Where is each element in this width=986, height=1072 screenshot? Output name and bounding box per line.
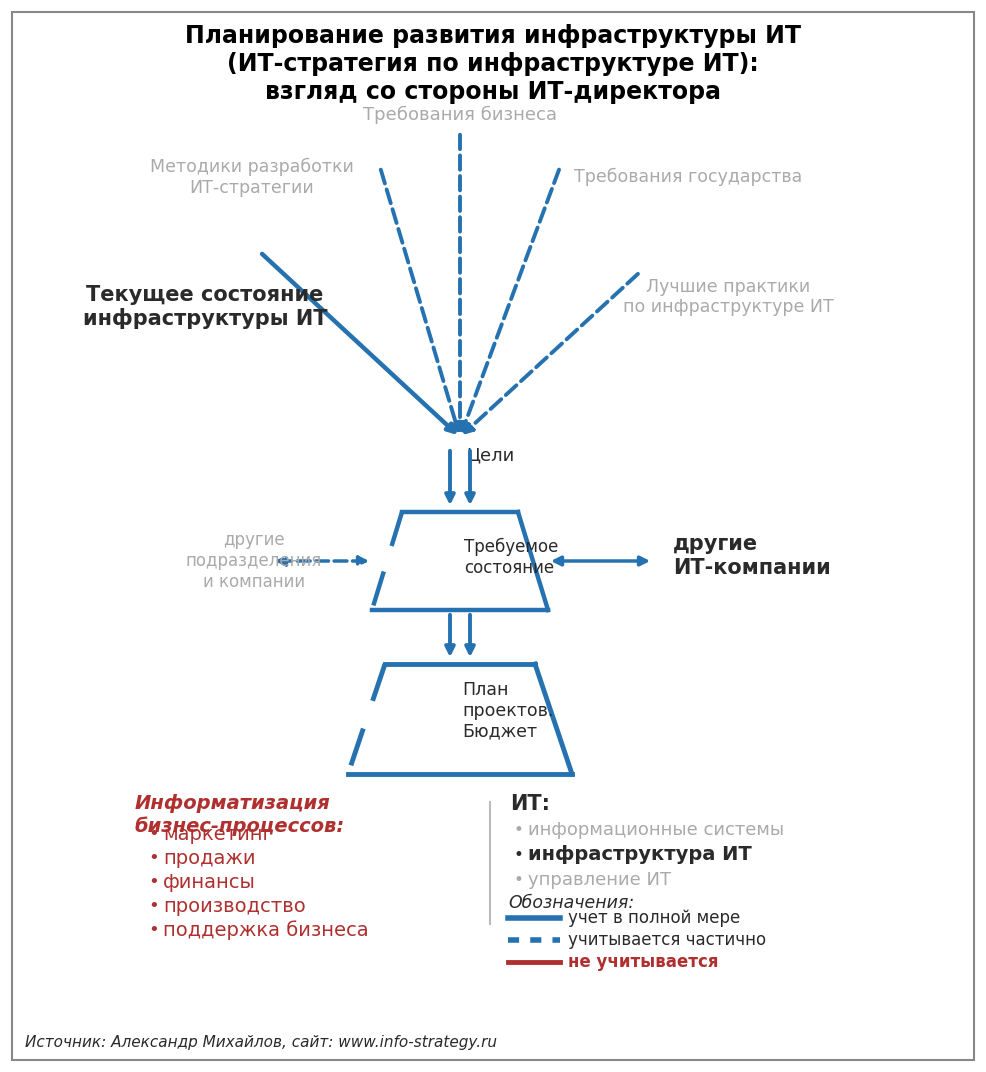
- Text: Методики разработки
ИТ-стратегии: Методики разработки ИТ-стратегии: [150, 158, 354, 196]
- Text: не учитывается: не учитывается: [568, 953, 719, 971]
- Text: другие
подразделения
и компании: другие подразделения и компании: [186, 532, 322, 591]
- Text: производство: производство: [163, 896, 306, 915]
- Text: •: •: [148, 825, 159, 843]
- Text: инфраструктура ИТ: инфраструктура ИТ: [528, 846, 751, 864]
- Text: •: •: [513, 821, 523, 839]
- Text: Информатизация
бизнес-процессов:: Информатизация бизнес-процессов:: [135, 794, 345, 836]
- Text: Цели: Цели: [466, 446, 515, 464]
- Text: взгляд со стороны ИТ-директора: взгляд со стороны ИТ-директора: [265, 80, 721, 104]
- Text: Требования государства: Требования государства: [574, 168, 803, 187]
- Text: управление ИТ: управление ИТ: [528, 870, 671, 889]
- Text: поддержка бизнеса: поддержка бизнеса: [163, 920, 369, 940]
- Text: •: •: [513, 870, 523, 889]
- Text: Требуемое
состояние: Требуемое состояние: [464, 537, 558, 577]
- Text: •: •: [148, 921, 159, 939]
- Text: Лучшие практики
по инфраструктуре ИТ: Лучшие практики по инфраструктуре ИТ: [622, 278, 833, 316]
- Text: Требования бизнеса: Требования бизнеса: [363, 106, 557, 124]
- Text: Планирование развития инфраструктуры ИТ: Планирование развития инфраструктуры ИТ: [185, 24, 801, 48]
- Text: другие
ИТ-компании: другие ИТ-компании: [673, 535, 831, 578]
- Text: информационные системы: информационные системы: [528, 821, 784, 839]
- Text: учет в полной мере: учет в полной мере: [568, 909, 740, 927]
- Text: План
проектов.
Бюджет: План проектов. Бюджет: [462, 681, 553, 741]
- Text: Текущее состояние
инфраструктуры ИТ: Текущее состояние инфраструктуры ИТ: [83, 285, 327, 329]
- Text: •: •: [148, 873, 159, 891]
- Text: •: •: [513, 846, 523, 864]
- Text: •: •: [148, 849, 159, 867]
- Text: •: •: [148, 897, 159, 915]
- Text: финансы: финансы: [163, 873, 256, 892]
- Text: учитывается частично: учитывается частично: [568, 930, 766, 949]
- Text: маркетинг: маркетинг: [163, 824, 273, 844]
- Text: продажи: продажи: [163, 849, 255, 867]
- Text: Обозначения:: Обозначения:: [508, 894, 634, 912]
- Text: Источник: Александр Михайлов, сайт: www.info-strategy.ru: Источник: Александр Михайлов, сайт: www.…: [25, 1034, 497, 1049]
- Text: ИТ:: ИТ:: [510, 794, 550, 814]
- Text: (ИТ-стратегия по инфраструктуре ИТ):: (ИТ-стратегия по инфраструктуре ИТ):: [227, 53, 759, 76]
